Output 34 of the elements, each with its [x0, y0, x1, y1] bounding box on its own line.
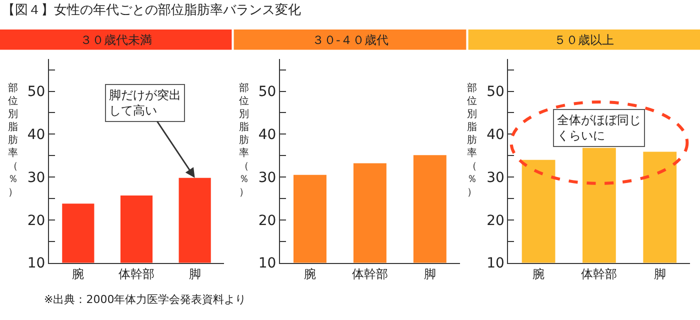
- text: 部位別脂肪率（％）: [8, 83, 18, 198]
- text: 【図４】女性の年代ごとの部位脂肪率バランス変化: [2, 2, 301, 18]
- x-tick-label: 腕: [532, 267, 545, 282]
- annotation: 全体がほぼ同じくらいに: [557, 113, 641, 143]
- x-tick-label: 体幹部: [581, 267, 618, 282]
- chart-title: ５０歳以上: [554, 33, 614, 47]
- y-tick-label: 20: [486, 212, 504, 229]
- text: ※出典：2000年体力医学会発表資料より: [44, 293, 246, 306]
- y-tick-label: 50: [258, 84, 276, 100]
- x-tick-label: 体幹部: [352, 267, 388, 282]
- y-tick-label: 10: [486, 256, 504, 272]
- y-tick-label: 10: [258, 256, 276, 272]
- x-tick-label: 脚: [654, 267, 666, 282]
- y-tick-label: 40: [258, 127, 276, 144]
- y-tick-label: 40: [27, 127, 46, 144]
- x-tick-label: 腕: [304, 267, 316, 282]
- chart-title: ３０歳代未満: [80, 33, 152, 47]
- x-tick-label: 脚: [424, 267, 436, 282]
- x-tick-label: 体幹部: [118, 267, 154, 282]
- y-tick-label: 10: [27, 256, 46, 272]
- y-tick-label: 30: [258, 170, 276, 186]
- x-tick-label: 脚: [188, 267, 201, 282]
- annotation: 脚だけが突出して高い: [109, 88, 181, 118]
- y-tick-label: 30: [27, 170, 46, 186]
- y-tick-label: 50: [486, 84, 504, 100]
- y-tick-label: 30: [486, 170, 504, 186]
- y-tick-label: 20: [258, 212, 276, 229]
- y-tick-label: 50: [27, 84, 46, 100]
- x-tick-label: 腕: [72, 267, 84, 282]
- text: 部位別脂肪率（％）: [239, 83, 249, 198]
- y-tick-label: 40: [486, 127, 504, 144]
- chart-title: ３０-４０歳代: [312, 33, 388, 47]
- text: 部位別脂肪率（％）: [467, 83, 477, 198]
- y-tick-label: 20: [27, 212, 46, 229]
